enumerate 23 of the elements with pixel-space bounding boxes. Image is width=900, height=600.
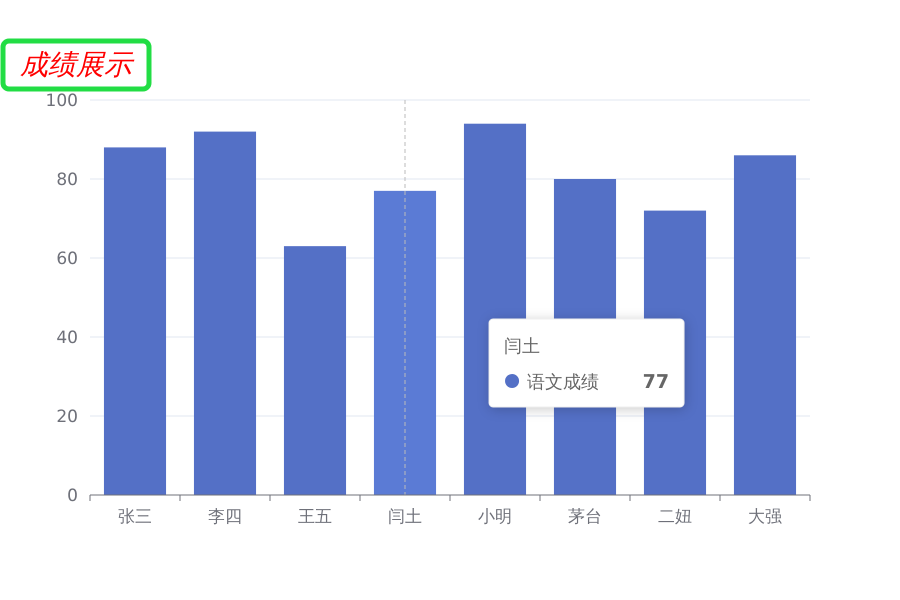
bar bbox=[194, 132, 256, 495]
bar bbox=[374, 190, 436, 495]
legend-label: 语文成绩 bbox=[527, 372, 600, 393]
x-tick-label: 茅台 bbox=[568, 507, 602, 527]
bar bbox=[734, 155, 796, 495]
y-tick-label: 60 bbox=[56, 248, 78, 269]
y-tick-label: 0 bbox=[67, 486, 78, 506]
bar bbox=[284, 246, 346, 495]
bar bbox=[104, 147, 166, 495]
x-tick-label: 大强 bbox=[748, 507, 782, 527]
annotation: 闫土 bbox=[504, 336, 540, 357]
x-tick-label: 张三 bbox=[118, 507, 152, 527]
y-tick-label: 100 bbox=[46, 90, 78, 111]
y-tick-label: 80 bbox=[56, 170, 78, 190]
x-tick-label: 二妞 bbox=[658, 507, 692, 527]
x-tick-label: 闫土 bbox=[388, 507, 422, 527]
y-tick-label: 20 bbox=[56, 406, 78, 427]
x-tick-label: 小明 bbox=[478, 507, 512, 527]
x-tick-label: 王五 bbox=[298, 507, 332, 527]
chart-title: 成绩展示 bbox=[20, 48, 135, 81]
x-tick-label: 李四 bbox=[208, 507, 242, 527]
y-tick-label: 40 bbox=[56, 328, 78, 348]
annotation: 77 bbox=[642, 371, 670, 393]
